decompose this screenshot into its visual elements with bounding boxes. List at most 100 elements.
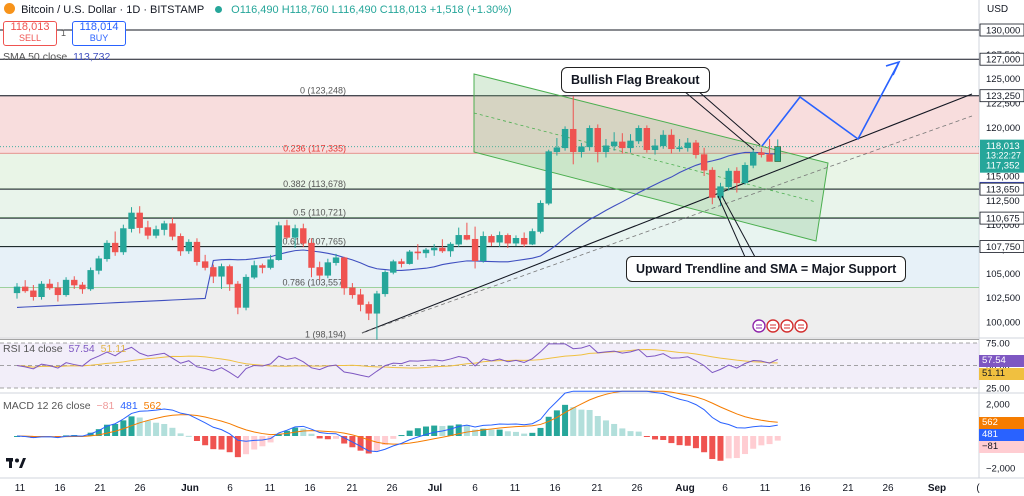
time-tick-label: 26 xyxy=(882,483,894,494)
macd-histogram-bar xyxy=(259,436,266,447)
time-tick-label: 16 xyxy=(549,483,561,494)
candle xyxy=(340,257,348,289)
price-level-tag xyxy=(979,89,1024,103)
price-tick-label: 112,500 xyxy=(986,196,1020,207)
logo-part xyxy=(19,458,26,468)
macd-histogram-bar xyxy=(652,436,659,440)
price-level-tag-text: 130,000 xyxy=(986,26,1020,37)
macd-histogram-bar xyxy=(619,428,626,436)
sell-label: SELL xyxy=(18,33,42,43)
candle xyxy=(455,235,462,245)
price-level-tag xyxy=(979,23,1024,37)
macd-histogram-bar xyxy=(161,423,168,436)
price-tick-label: 120,000 xyxy=(986,123,1020,134)
macd-histogram-bar xyxy=(512,431,519,436)
currency-label[interactable]: USD xyxy=(987,4,1009,15)
time-tick-label: 6 xyxy=(227,483,233,494)
price-tick-label: 102,500 xyxy=(986,293,1020,304)
candle xyxy=(210,267,217,277)
candle xyxy=(422,249,430,254)
price-tick-label: 110,000 xyxy=(986,220,1020,231)
support-callout-pointer xyxy=(721,195,756,258)
macd-histogram-bar xyxy=(521,433,528,436)
candle xyxy=(643,128,651,151)
time-tick-label: ( xyxy=(976,483,980,494)
candle xyxy=(373,293,381,314)
candle xyxy=(128,212,135,229)
macd-histogram-bar xyxy=(635,431,642,436)
candle xyxy=(390,261,397,273)
candle xyxy=(676,147,683,150)
flag-callout-pointer xyxy=(677,85,755,151)
candle xyxy=(545,151,552,204)
candle xyxy=(38,283,45,297)
candle xyxy=(365,304,372,314)
candle xyxy=(201,261,209,268)
macd-histogram-bar xyxy=(529,432,536,436)
rsi-legend: RSI 14 close 57.54 51.11 xyxy=(3,343,126,355)
macd-histogram-bar xyxy=(701,436,708,453)
time-tick-label: 21 xyxy=(346,483,358,494)
buy-button[interactable]: 118,014 BUY xyxy=(72,21,126,46)
candle xyxy=(169,223,176,237)
candle xyxy=(324,262,332,276)
candle xyxy=(152,229,160,236)
time-tick-label: 26 xyxy=(386,483,398,494)
candle xyxy=(684,142,691,149)
fib-zone xyxy=(0,153,979,189)
candle xyxy=(439,247,446,252)
flag-callout-pointer xyxy=(689,83,761,146)
price-tick-label: 122,500 xyxy=(986,99,1020,110)
candle xyxy=(251,265,258,278)
time-tick-label: Aug xyxy=(675,483,694,494)
candle xyxy=(242,276,250,308)
fib-level-label: 1 (98,194) xyxy=(305,330,346,340)
sell-price: 118,013 xyxy=(10,21,50,33)
last-price-value: 118,013 xyxy=(986,141,1020,152)
time-tick-label: 6 xyxy=(722,483,728,494)
candle xyxy=(185,241,192,252)
candle xyxy=(46,283,53,289)
macd-histogram-bar xyxy=(586,409,593,436)
candle xyxy=(594,128,601,152)
time-tick-label: 26 xyxy=(631,483,643,494)
macd-histogram-bar xyxy=(545,416,552,436)
macd-histogram-bar xyxy=(169,427,176,436)
candle xyxy=(529,231,536,245)
rsi-band xyxy=(0,343,979,388)
candle xyxy=(120,228,127,253)
time-tick-label: 21 xyxy=(591,483,603,494)
macd-histogram-bar xyxy=(251,436,258,450)
candle xyxy=(87,270,94,290)
macd-histogram-bar xyxy=(594,416,601,436)
macd-histogram-bar xyxy=(668,436,675,444)
price-level-tag xyxy=(979,211,1024,225)
bullish-flag-callout: Bullish Flag Breakout xyxy=(561,67,710,93)
macd-histogram-bar xyxy=(472,429,479,436)
candle xyxy=(496,235,503,243)
macd-histogram-bar xyxy=(692,436,699,449)
sma-legend: SMA 50 close 113,732 xyxy=(3,51,110,63)
last-price-tag xyxy=(980,139,1024,173)
sell-button[interactable]: 118,013 SELL xyxy=(3,21,57,46)
macd-histogram-bar xyxy=(267,436,274,443)
candle xyxy=(54,287,62,296)
candle xyxy=(578,146,585,152)
candle xyxy=(447,243,454,252)
candle xyxy=(741,164,749,184)
rsi-line xyxy=(16,343,778,379)
macd-histogram-bar xyxy=(120,420,127,436)
candle xyxy=(259,265,266,268)
dashed-trendline xyxy=(361,115,973,334)
bitcoin-icon xyxy=(4,3,15,14)
rsi-tick-label: 25.00 xyxy=(986,384,1010,395)
candle xyxy=(586,128,593,148)
macd-histogram-bar xyxy=(463,424,470,436)
macd-histogram-bar xyxy=(390,436,397,439)
price-tick-label: 105,000 xyxy=(986,269,1020,280)
candle xyxy=(512,237,520,244)
candle xyxy=(480,236,487,261)
price-tick-label: 115,000 xyxy=(986,172,1020,183)
macd-histogram-bar xyxy=(423,426,429,436)
